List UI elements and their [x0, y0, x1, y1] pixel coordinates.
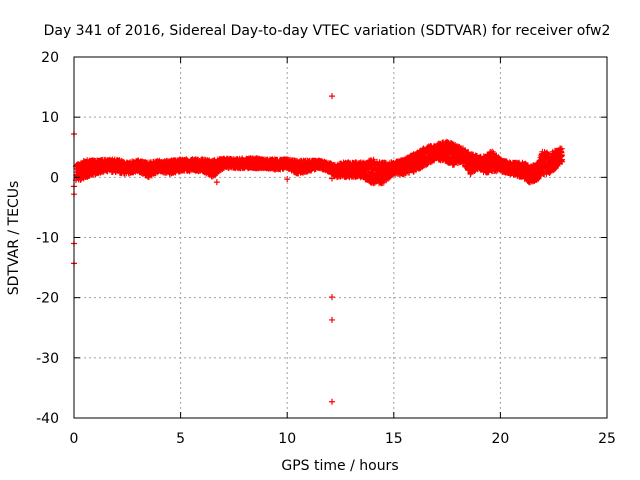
data-point — [213, 179, 220, 186]
x-tick-label: 20 — [491, 431, 509, 447]
grid — [74, 57, 607, 418]
axis-ticks: 0 5 10 15 20 25 -40 -30 -20 -10 0 10 20 — [36, 50, 616, 447]
x-axis-label: GPS time / hours — [281, 458, 398, 474]
x-tick-label: 10 — [278, 431, 296, 447]
data-point — [328, 93, 335, 100]
data-point — [284, 176, 291, 183]
data-point — [328, 398, 335, 405]
y-axis-label: SDTVAR / TECUs — [6, 181, 22, 296]
x-tick-label: 5 — [176, 431, 185, 447]
x-tick-label: 15 — [385, 431, 403, 447]
data-point-band — [72, 138, 566, 187]
x-tick-label: 0 — [70, 431, 79, 447]
chart-title: Day 341 of 2016, Sidereal Day-to-day VTE… — [44, 23, 611, 39]
data-point — [328, 294, 335, 301]
y-tick-label: 0 — [50, 170, 59, 186]
x-tick-label: 25 — [598, 431, 616, 447]
y-tick-label: 20 — [41, 50, 59, 66]
data-point — [328, 316, 335, 323]
y-tick-label: -10 — [36, 231, 59, 247]
y-tick-label: 10 — [41, 110, 59, 126]
y-tick-label: -20 — [36, 291, 59, 307]
y-tick-label: -30 — [36, 351, 59, 367]
data-point — [328, 175, 335, 182]
y-tick-label: -40 — [36, 411, 59, 427]
